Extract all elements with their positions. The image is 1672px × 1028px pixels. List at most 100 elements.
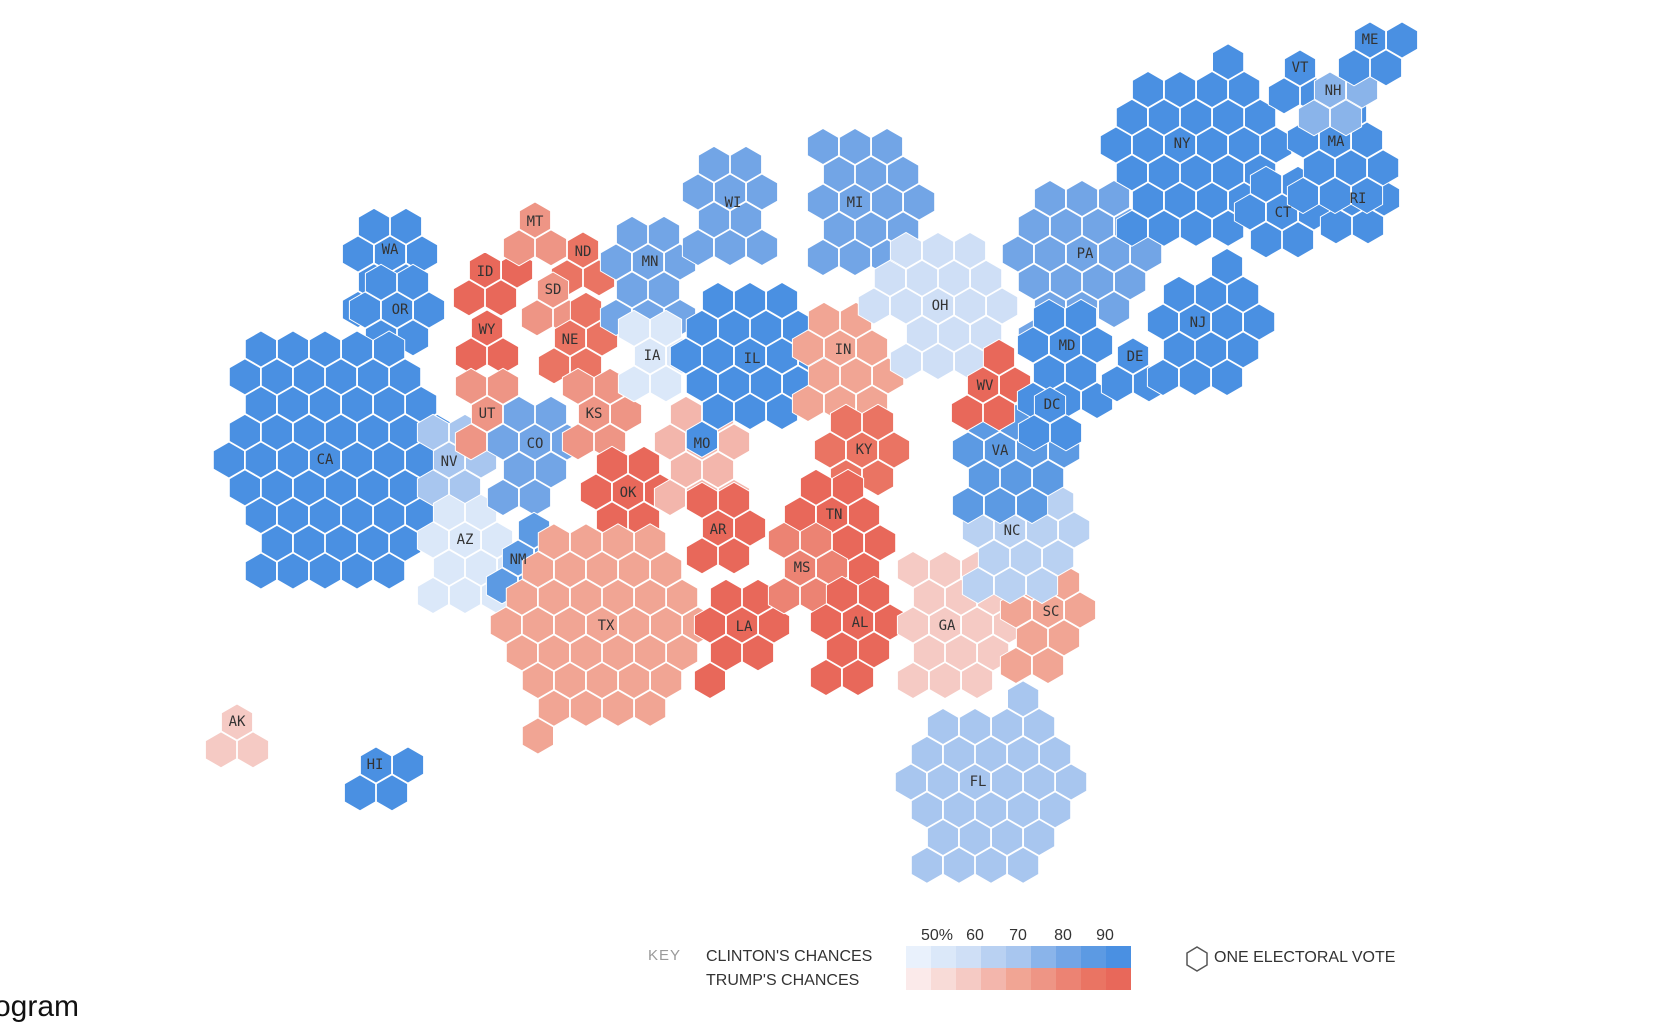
electoral-vote-hex	[244, 441, 277, 479]
electoral-vote-hex	[942, 791, 976, 829]
electoral-vote-hex	[729, 201, 763, 239]
state-ar[interactable]	[685, 481, 767, 575]
clinton-swatch	[1031, 946, 1056, 968]
electoral-vote-hex	[1178, 303, 1212, 341]
electoral-vote-hex	[228, 358, 261, 396]
state-label-il: IL	[744, 351, 761, 367]
electoral-vote-hex	[452, 279, 486, 317]
electoral-vote-hex	[799, 521, 833, 559]
state-nh[interactable]	[1297, 71, 1379, 137]
state-wi[interactable]	[681, 145, 779, 267]
state-label-me: ME	[1362, 32, 1379, 48]
electoral-vote-hex	[341, 235, 374, 273]
electoral-vote-hex	[432, 549, 466, 587]
state-mn[interactable]	[599, 215, 697, 337]
electoral-vote-hex	[537, 634, 570, 672]
electoral-vote-hex	[343, 774, 377, 812]
electoral-vote-hex	[1318, 176, 1352, 215]
electoral-vote-hex	[822, 155, 856, 193]
electoral-vote-hex	[864, 524, 897, 562]
electoral-vote-hex	[341, 496, 374, 535]
electoral-vote-hex	[1098, 235, 1131, 273]
electoral-vote-hex	[373, 330, 406, 368]
state-label-ga: GA	[939, 618, 956, 634]
state-ne[interactable]	[537, 291, 619, 385]
electoral-vote-hex	[534, 451, 568, 489]
electoral-vote-hex	[1228, 70, 1261, 109]
clinton-swatch	[1081, 946, 1106, 968]
electoral-vote-hex	[1048, 326, 1082, 364]
electoral-vote-hex	[871, 183, 904, 221]
electoral-vote-hex	[701, 281, 734, 320]
electoral-vote-hex	[1023, 818, 1056, 857]
state-oh[interactable]	[857, 231, 1019, 381]
state-me[interactable]	[1337, 21, 1419, 87]
electoral-vote-hex	[1099, 126, 1132, 164]
electoral-vote-hex	[341, 552, 374, 590]
electoral-vote-hex	[1367, 149, 1400, 187]
state-hi[interactable]	[343, 746, 425, 812]
electoral-vote-hex	[767, 521, 801, 559]
electoral-vote-hex	[1114, 263, 1147, 301]
electoral-vote-hex	[733, 392, 767, 431]
electoral-vote-hex	[634, 578, 667, 616]
electoral-vote-hex	[413, 291, 446, 329]
state-al[interactable]	[809, 575, 907, 697]
state-label-ks: KS	[586, 406, 603, 422]
electoral-vote-hex	[416, 413, 450, 451]
electoral-vote-hex	[1039, 735, 1072, 773]
electoral-vote-hex	[709, 634, 743, 672]
state-nv[interactable]	[416, 413, 498, 507]
state-tx[interactable]	[489, 523, 715, 755]
state-label-la: LA	[736, 619, 753, 635]
state-ak[interactable]	[204, 703, 270, 769]
state-la[interactable]	[693, 578, 791, 700]
electoral-vote-hex	[1049, 207, 1083, 245]
electoral-vote-hex	[308, 330, 342, 368]
electoral-vote-hex	[634, 689, 667, 727]
electoral-vote-hex	[380, 291, 414, 329]
electoral-vote-hex	[999, 459, 1033, 497]
electoral-vote-hex	[1015, 619, 1049, 657]
electoral-vote-hex	[292, 358, 326, 396]
electoral-vote-hex	[1007, 791, 1040, 829]
electoral-vote-hex	[470, 309, 504, 347]
electoral-vote-hex	[666, 634, 699, 672]
electoral-vote-hex	[799, 468, 833, 506]
state-ms[interactable]	[767, 521, 849, 615]
electoral-vote-hex	[324, 358, 358, 396]
state-wv[interactable]	[950, 338, 1032, 432]
electoral-vote-hex	[569, 634, 603, 672]
state-de[interactable]	[1100, 337, 1166, 403]
state-dc[interactable]	[1017, 386, 1083, 452]
state-mi[interactable]	[806, 127, 936, 277]
electoral-vote-hex	[416, 576, 449, 615]
electoral-vote-hex	[685, 537, 719, 575]
state-label-nh: NH	[1325, 83, 1342, 99]
electoral-vote-hex	[484, 279, 518, 317]
electoral-vote-hex	[974, 791, 1008, 829]
state-in[interactable]	[791, 301, 905, 423]
electoral-vote-hex	[669, 337, 702, 375]
state-label-ak: AK	[229, 714, 246, 730]
electoral-vote-hex	[595, 445, 629, 483]
state-fl[interactable]	[894, 680, 1088, 884]
electoral-vote-hex	[685, 481, 719, 519]
electoral-vote-hex	[857, 287, 890, 325]
clinton-swatch	[906, 946, 931, 968]
electoral-vote-hex	[276, 496, 309, 535]
electoral-vote-hex	[615, 215, 649, 253]
state-label-nj: NJ	[1190, 315, 1207, 331]
electoral-vote-hex	[1131, 70, 1164, 109]
state-label-in: IN	[835, 342, 852, 358]
electoral-vote-hex	[991, 763, 1024, 801]
electoral-vote-hex	[308, 496, 342, 535]
electoral-vote-hex	[871, 127, 904, 166]
electoral-vote-hex	[709, 578, 743, 616]
state-nj[interactable]	[1146, 247, 1276, 397]
state-mt[interactable]	[502, 201, 568, 267]
electoral-vote-hex	[1009, 539, 1043, 577]
electoral-vote-hex	[236, 731, 270, 769]
state-il[interactable]	[669, 281, 831, 458]
state-wy[interactable]	[454, 309, 520, 375]
